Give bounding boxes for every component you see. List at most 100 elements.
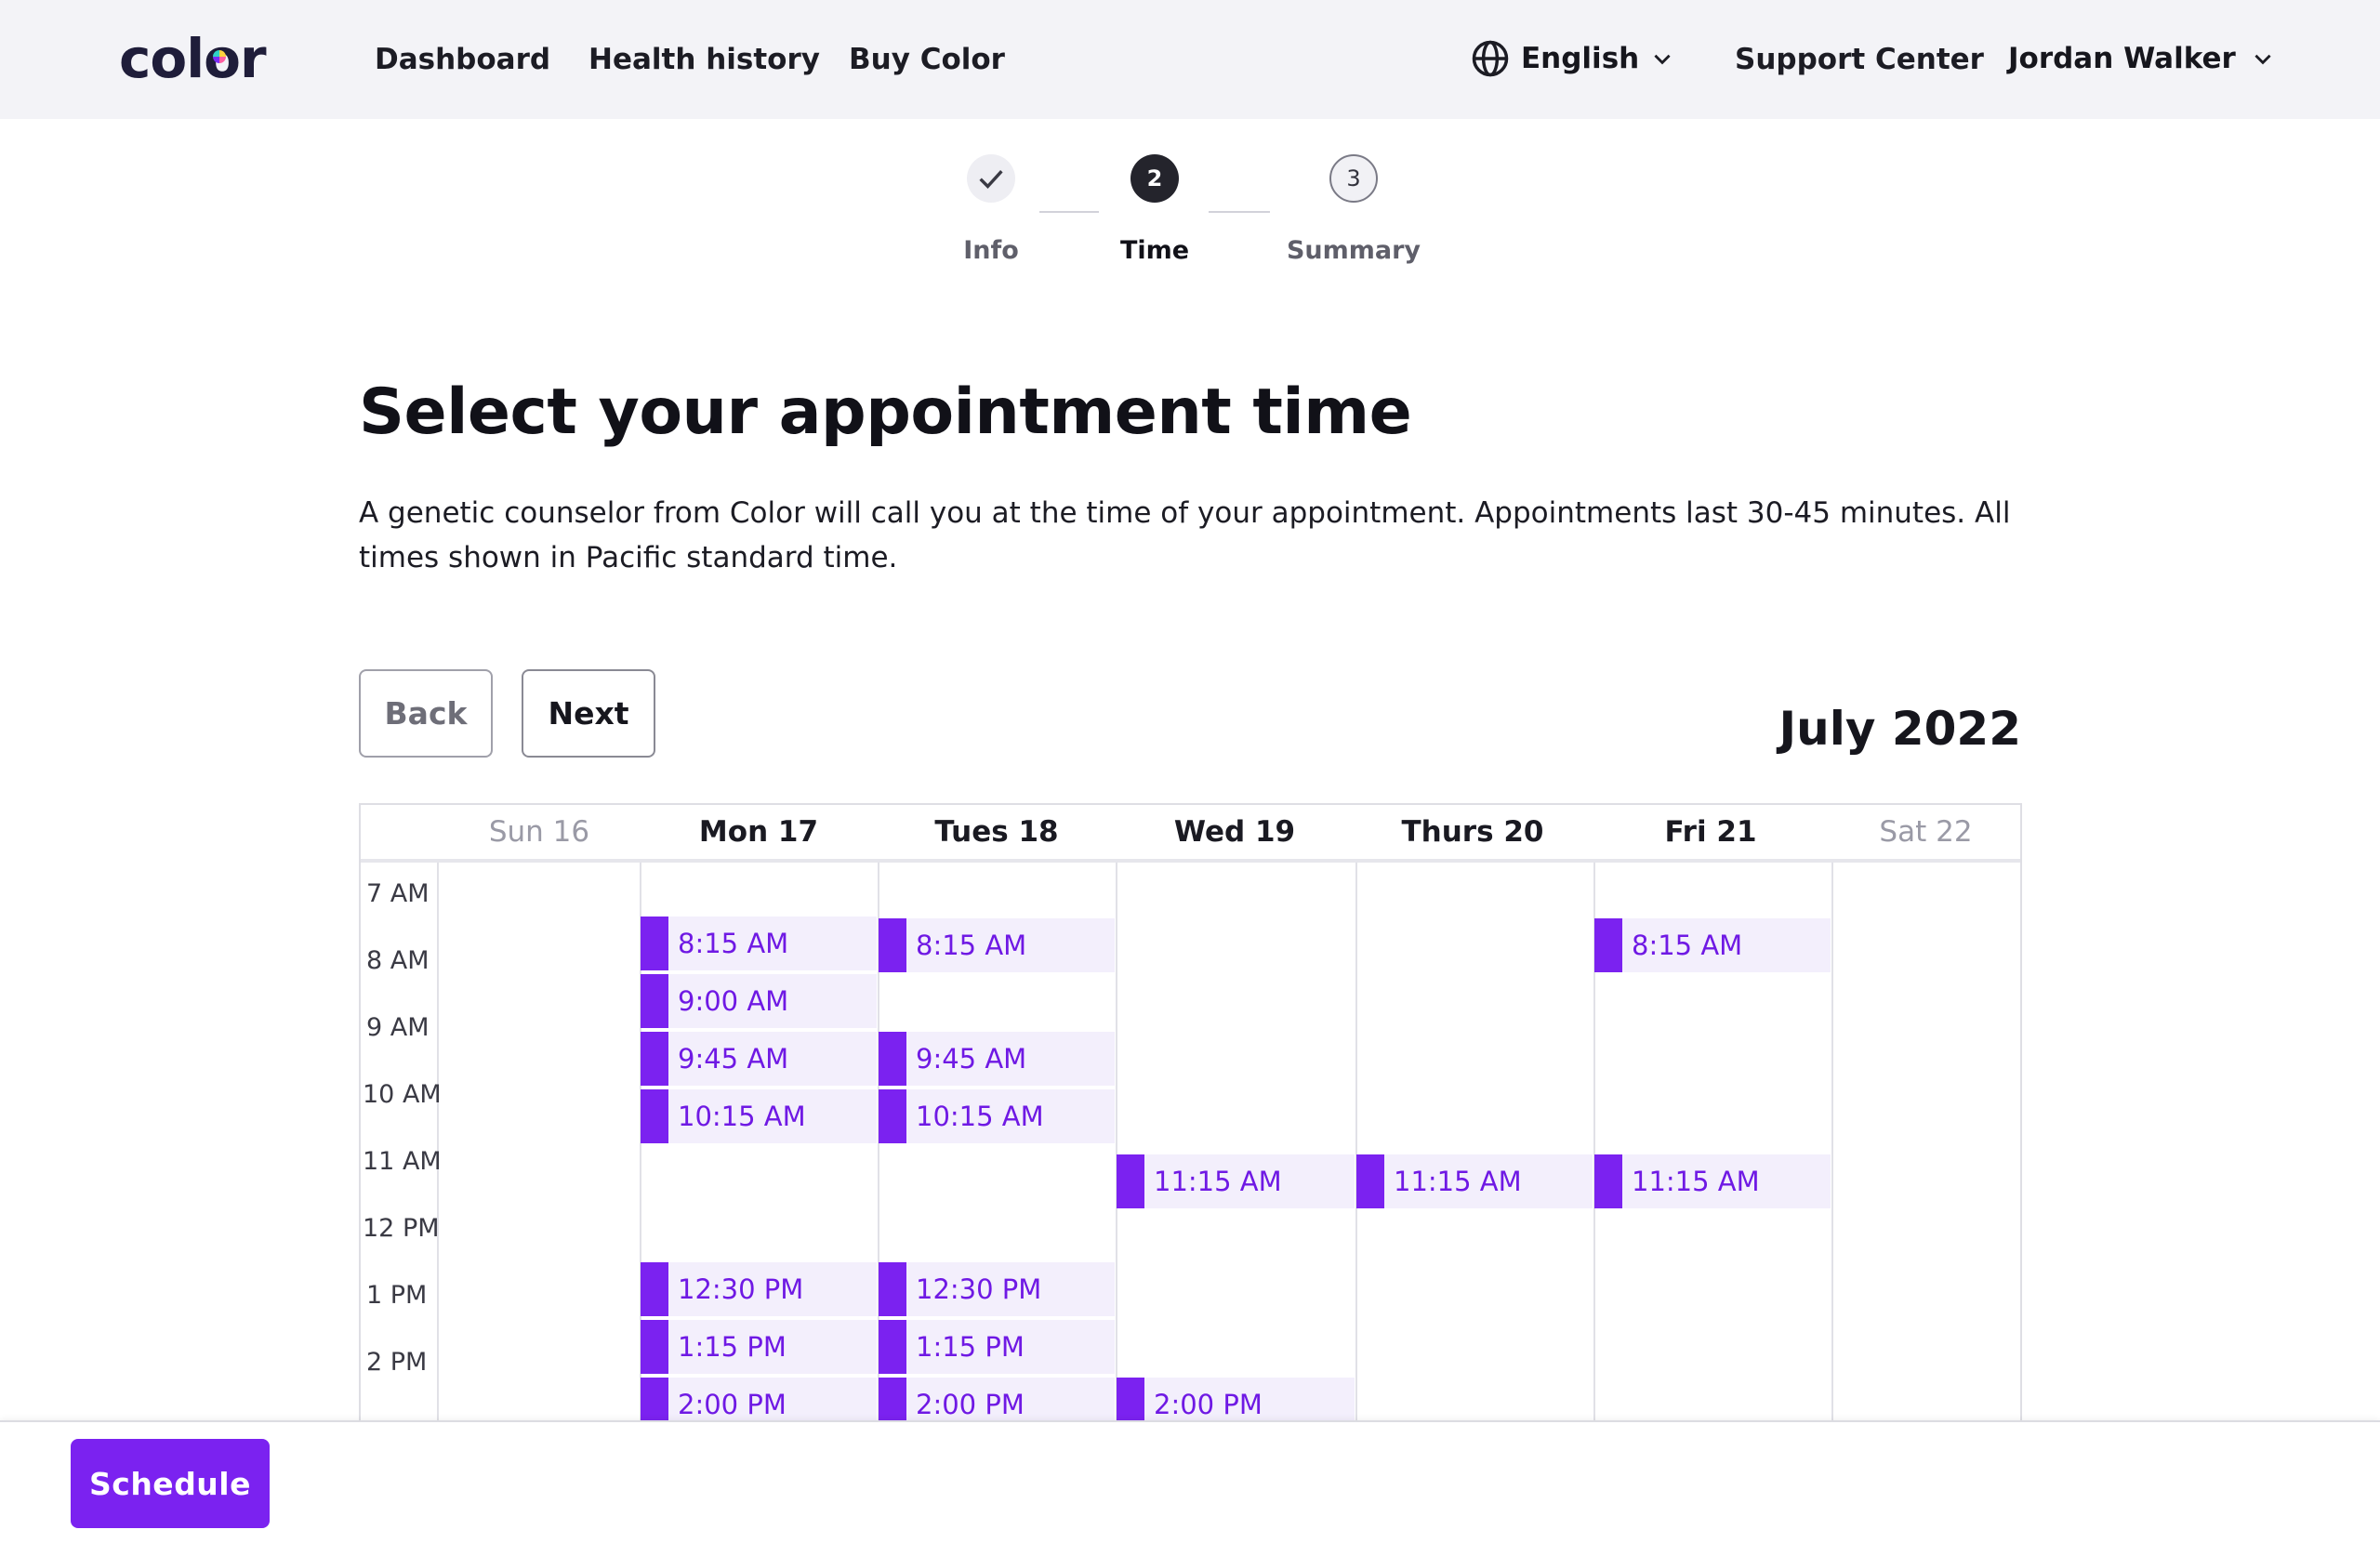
slot-indicator [1117, 1378, 1144, 1420]
time-slot-tue[interactable]: 8:15 AM [879, 918, 1115, 972]
check-icon [979, 170, 1003, 189]
nav-dashboard[interactable]: Dashboard [375, 43, 551, 76]
month-label: July 2022 [1778, 702, 2022, 756]
day-header-fri: Fri 21 [1664, 815, 1757, 849]
time-slot-wed[interactable]: 2:00 PM [1117, 1378, 1355, 1420]
user-menu[interactable]: Jordan Walker [2008, 37, 2275, 80]
slot-indicator [879, 1262, 906, 1316]
slot-time: 9:45 AM [678, 1043, 789, 1075]
support-center-link[interactable]: Support Center [1735, 43, 1984, 76]
slot-time: 12:30 PM [916, 1273, 1042, 1305]
slot-time: 2:00 PM [678, 1389, 787, 1420]
step-label-time: Time [1119, 236, 1190, 265]
slot-time: 8:15 AM [916, 930, 1027, 961]
step-label-info: Info [963, 236, 1019, 265]
time-slot-tue[interactable]: 9:45 AM [879, 1032, 1115, 1086]
back-button[interactable]: Back [359, 669, 493, 758]
column-divider [1593, 863, 1595, 1420]
hour-label: 10 AM [363, 1080, 442, 1109]
nav-health-history[interactable]: Health history [588, 43, 820, 76]
slot-time: 8:15 AM [1632, 930, 1743, 961]
user-name: Jordan Walker [2008, 42, 2236, 75]
top-nav: color Dashboard Health history Buy Color… [0, 0, 2380, 119]
slot-time: 1:15 PM [678, 1331, 787, 1363]
day-header-sun: Sun 16 [488, 815, 590, 849]
slot-time: 2:00 PM [1154, 1389, 1263, 1420]
slot-time: 2:00 PM [916, 1389, 1025, 1420]
header-divider [361, 859, 2020, 863]
slot-indicator [641, 1089, 668, 1143]
schedule-bar: Schedule [0, 1420, 2380, 1543]
schedule-button[interactable]: Schedule [71, 1439, 270, 1528]
slot-indicator [641, 917, 668, 970]
slot-time: 12:30 PM [678, 1273, 804, 1305]
globe-icon [1472, 40, 1509, 77]
slot-indicator [1594, 918, 1622, 972]
time-slot-tue[interactable]: 2:00 PM [879, 1378, 1115, 1420]
slot-indicator [641, 1378, 668, 1420]
page-title: Select your appointment time [359, 376, 1412, 449]
step-label-summary: Summary [1286, 236, 1421, 265]
slot-time: 1:15 PM [916, 1331, 1025, 1363]
language-label: English [1521, 42, 1640, 75]
slot-time: 11:15 AM [1394, 1166, 1522, 1197]
time-slot-mon[interactable]: 9:00 AM [641, 974, 877, 1028]
time-slot-tue[interactable]: 1:15 PM [879, 1320, 1115, 1374]
time-slot-mon[interactable]: 2:00 PM [641, 1378, 877, 1420]
slot-time: 10:15 AM [916, 1101, 1044, 1132]
slot-indicator [879, 1032, 906, 1086]
day-header-tue: Tues 18 [934, 815, 1059, 849]
slot-time: 11:15 AM [1154, 1166, 1282, 1197]
step-connector [1209, 211, 1270, 213]
slot-indicator [641, 1262, 668, 1316]
language-selector[interactable]: English [1471, 37, 1674, 80]
time-slot-fri[interactable]: 8:15 AM [1594, 918, 1831, 972]
time-slot-mon[interactable]: 1:15 PM [641, 1320, 877, 1374]
time-slot-tue[interactable]: 10:15 AM [879, 1089, 1115, 1143]
color-logo[interactable]: color [119, 27, 267, 90]
slot-time: 8:15 AM [678, 928, 789, 959]
hour-label: 1 PM [366, 1281, 428, 1310]
chevron-down-icon [2254, 54, 2271, 65]
hour-label: 9 AM [366, 1013, 430, 1042]
day-header-wed: Wed 19 [1173, 815, 1296, 849]
slot-indicator [879, 918, 906, 972]
slot-time: 11:15 AM [1632, 1166, 1760, 1197]
day-header-thu: Thurs 20 [1401, 815, 1544, 849]
step-summary-number: 3 [1329, 154, 1378, 203]
hour-label: 8 AM [366, 946, 430, 975]
column-divider [1116, 863, 1117, 1420]
hour-label: 7 AM [366, 879, 430, 908]
step-time-number: 2 [1130, 154, 1179, 203]
time-slot-thu[interactable]: 11:15 AM [1356, 1154, 1593, 1208]
column-divider [437, 863, 439, 1420]
slot-indicator [641, 974, 668, 1028]
time-slot-fri[interactable]: 11:15 AM [1594, 1154, 1831, 1208]
slot-time: 9:00 AM [678, 985, 789, 1017]
time-slot-wed[interactable]: 11:15 AM [1117, 1154, 1355, 1208]
time-slot-mon[interactable]: 9:45 AM [641, 1032, 877, 1086]
slot-indicator [879, 1089, 906, 1143]
slot-indicator [1356, 1154, 1384, 1208]
time-slot-mon[interactable]: 12:30 PM [641, 1262, 877, 1316]
slot-indicator [1594, 1154, 1622, 1208]
slot-indicator [1117, 1154, 1144, 1208]
nav-buy-color[interactable]: Buy Color [849, 43, 1005, 76]
week-calendar: Sun 16 Mon 17 Tues 18 Wed 19 Thurs 20 Fr… [359, 803, 2022, 1422]
time-slot-mon[interactable]: 8:15 AM [641, 917, 877, 970]
day-header-mon: Mon 17 [698, 815, 819, 849]
next-button[interactable]: Next [522, 669, 655, 758]
page-description: A genetic counselor from Color will call… [359, 496, 2011, 574]
column-divider [1355, 863, 1357, 1420]
hour-label: 12 PM [363, 1214, 440, 1243]
time-slot-mon[interactable]: 10:15 AM [641, 1089, 877, 1143]
slot-time: 9:45 AM [916, 1043, 1027, 1075]
time-slot-tue[interactable]: 12:30 PM [879, 1262, 1115, 1316]
slot-time: 10:15 AM [678, 1101, 806, 1132]
step-info-check [967, 154, 1015, 203]
chevron-down-icon [1654, 54, 1671, 65]
column-divider [1831, 863, 1833, 1420]
slot-indicator [641, 1320, 668, 1374]
slot-indicator [879, 1320, 906, 1374]
slot-indicator [641, 1032, 668, 1086]
